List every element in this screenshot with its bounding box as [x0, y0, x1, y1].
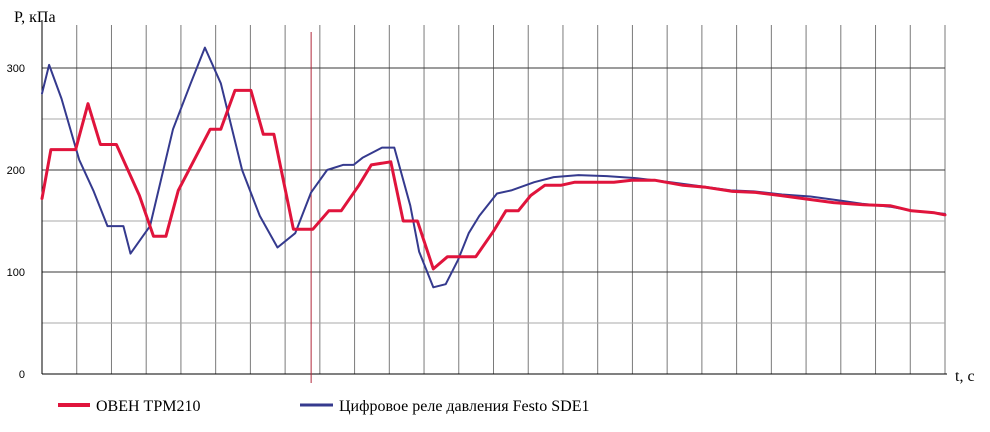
- legend: ОВЕН ТРМ210 Цифровое реле давления Festo…: [58, 398, 589, 415]
- y-tick-label: 100: [7, 267, 25, 279]
- y-tick-label: 200: [7, 165, 25, 177]
- x-axis-label: t, с: [955, 368, 975, 385]
- y-tick-label: 0: [19, 369, 25, 381]
- series-line-oven: [40, 88, 947, 271]
- y-axis-label: P, кПа: [14, 9, 56, 26]
- y-tick-labels: 0 100 200 300: [7, 63, 25, 381]
- legend-label-oven: ОВЕН ТРМ210: [96, 398, 200, 415]
- y-tick-label: 300: [7, 63, 25, 75]
- series-layer: [40, 46, 947, 289]
- legend-label-festo: Цифровое реле давления Festo SDE1: [339, 398, 589, 415]
